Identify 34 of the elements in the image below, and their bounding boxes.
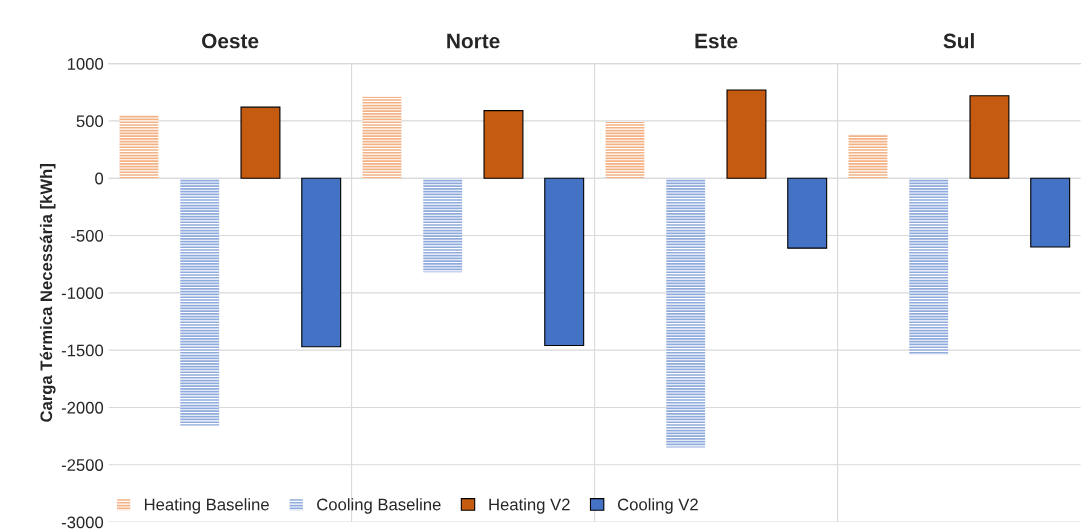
bar — [483, 110, 524, 179]
bar — [544, 177, 585, 347]
y-tick-label: 0 — [95, 172, 104, 185]
legend-label: Cooling Baseline — [317, 498, 441, 514]
bar — [909, 178, 949, 355]
legend-label: Heating V2 — [489, 498, 570, 514]
bar — [180, 178, 220, 426]
x-tick-label: Norte — [447, 33, 500, 49]
bar — [787, 177, 828, 249]
y-tick-label: -500 — [71, 229, 104, 242]
y-tick-label: -3000 — [61, 516, 104, 529]
y-axis-title: Carga Térmica Necessária [kWh] — [39, 164, 56, 422]
x-tick-label: Oeste — [202, 33, 259, 49]
legend-label: Cooling V2 — [617, 498, 698, 514]
bar — [1030, 177, 1071, 248]
y-tick-label: 1000 — [67, 58, 104, 70]
bar — [240, 106, 281, 179]
y-tick-label: -1500 — [61, 344, 104, 357]
y-tick-label: -2000 — [61, 401, 104, 414]
bar — [423, 178, 463, 273]
x-tick-label: Sul — [943, 33, 974, 49]
bar — [666, 178, 706, 448]
y-tick-label: -2500 — [61, 459, 104, 471]
bar — [726, 89, 767, 179]
legend-label: Heating Baseline — [144, 498, 269, 514]
bar — [301, 177, 342, 348]
bar — [362, 96, 402, 179]
x-tick-label: Este — [695, 33, 738, 49]
bar — [848, 134, 888, 179]
bar — [605, 122, 645, 179]
bar — [969, 95, 1010, 179]
bar — [119, 115, 159, 179]
y-tick-label: 500 — [76, 115, 104, 128]
y-tick-label: -1000 — [61, 287, 104, 300]
